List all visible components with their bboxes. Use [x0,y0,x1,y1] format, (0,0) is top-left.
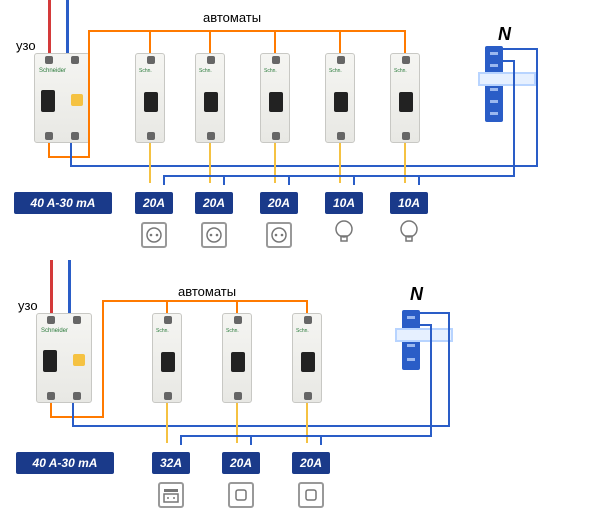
breaker-4-rating: 10A [325,192,363,214]
breaker-3-rating: 20A [292,452,330,474]
uzo-label: узо [18,298,38,313]
socket-icon [141,222,167,248]
wire-neutral-in [68,260,71,313]
wire-neutral-in [66,0,69,53]
breaker-4: Schn. [325,53,355,143]
breaker-2: Schn. [222,313,252,403]
breaker-2-rating: 20A [195,192,233,214]
breaker-5: Schn. [390,53,420,143]
stove-icon [158,482,184,508]
wire-live-in [50,260,53,313]
rcd-rating: 40 A-30 mA [14,192,112,214]
bulb-icon [396,220,422,246]
socket-icon [266,222,292,248]
box-icon [228,482,254,508]
breaker-5-rating: 10A [390,192,428,214]
neutral-label: N [498,24,511,45]
uzo-label: узо [16,38,36,53]
breaker-1-rating: 32A [152,452,190,474]
neutral-label: N [410,284,423,305]
breaker-3: Schn. [260,53,290,143]
bus-bracket [395,328,453,342]
rcd-rating: 40 A-30 mA [16,452,114,474]
breaker-2-rating: 20A [222,452,260,474]
bus-bracket [478,72,536,86]
breaker-1: Schn. [152,313,182,403]
breaker-1-rating: 20A [135,192,173,214]
automats-label: автоматы [203,10,261,25]
socket-icon [201,222,227,248]
bulb-icon [331,220,357,246]
bottom-panel: узо автоматы N Schneider Schn. Schn. Sch… [0,260,600,515]
wire-live-in [48,0,51,53]
top-panel: узо автоматы N Schneider Schn. Schn. Sch… [0,0,600,255]
breaker-3-rating: 20A [260,192,298,214]
box-icon [298,482,324,508]
breaker-3: Schn. [292,313,322,403]
breaker-1: Schn. [135,53,165,143]
rcd-device: Schneider [34,53,90,143]
breaker-2: Schn. [195,53,225,143]
rcd-device: Schneider [36,313,92,403]
automats-label: автоматы [178,284,236,299]
